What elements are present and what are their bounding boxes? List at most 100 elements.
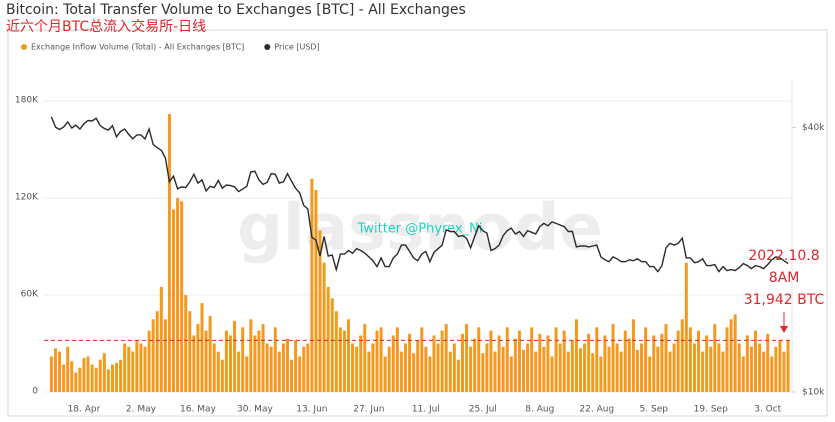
bar bbox=[241, 327, 245, 392]
bar bbox=[778, 340, 782, 392]
bar bbox=[330, 298, 334, 392]
bar bbox=[233, 320, 237, 392]
bar bbox=[314, 190, 318, 392]
bar bbox=[660, 333, 664, 392]
bar bbox=[216, 351, 220, 392]
annotation-text: 31,942 BTC bbox=[744, 292, 825, 308]
bar bbox=[619, 351, 623, 392]
bar bbox=[733, 314, 737, 392]
bar bbox=[102, 353, 106, 392]
x-tick-label: 16. May bbox=[180, 405, 216, 415]
bar bbox=[737, 343, 741, 392]
credit: Twitter @Phyrex_Ni bbox=[357, 222, 483, 237]
bar bbox=[688, 327, 692, 392]
x-tick-label: 19. Sep bbox=[694, 405, 728, 415]
bar bbox=[115, 362, 119, 392]
bar bbox=[49, 356, 53, 392]
bar bbox=[135, 340, 139, 392]
bar bbox=[220, 359, 224, 392]
price-line bbox=[50, 116, 789, 273]
bar bbox=[58, 351, 62, 392]
bar bbox=[770, 356, 774, 392]
bar bbox=[265, 343, 269, 392]
bar bbox=[355, 346, 359, 392]
bar bbox=[668, 351, 672, 392]
bar bbox=[672, 343, 676, 392]
bar bbox=[342, 330, 346, 392]
bar bbox=[367, 351, 371, 392]
bar bbox=[762, 351, 766, 392]
bar bbox=[729, 319, 733, 392]
bar bbox=[208, 316, 212, 392]
watermark: glassnode bbox=[237, 192, 603, 266]
bar bbox=[261, 324, 265, 392]
bar bbox=[416, 340, 420, 392]
legend-marker bbox=[264, 44, 271, 50]
annotation-arrowhead bbox=[780, 326, 788, 333]
bar bbox=[326, 286, 330, 392]
bar bbox=[517, 330, 521, 392]
bar bbox=[574, 319, 578, 392]
bar bbox=[347, 319, 351, 392]
bar bbox=[766, 333, 770, 392]
bar bbox=[595, 327, 599, 392]
bar bbox=[257, 330, 261, 392]
bar bbox=[493, 351, 497, 392]
bar bbox=[94, 367, 98, 392]
bar bbox=[469, 346, 473, 392]
bar bbox=[408, 333, 412, 392]
bar bbox=[599, 356, 603, 392]
bar bbox=[709, 346, 713, 392]
bar bbox=[428, 356, 432, 392]
bar bbox=[774, 346, 778, 392]
bar bbox=[298, 356, 302, 392]
bar bbox=[562, 330, 566, 392]
bar bbox=[363, 324, 367, 392]
bar bbox=[676, 330, 680, 392]
bar bbox=[721, 351, 725, 392]
bar bbox=[538, 333, 542, 392]
bar bbox=[371, 343, 375, 392]
bar bbox=[74, 372, 78, 392]
bar bbox=[318, 230, 322, 392]
bar bbox=[310, 178, 314, 392]
bar bbox=[139, 343, 143, 392]
bar bbox=[534, 351, 538, 392]
bar bbox=[387, 346, 391, 392]
bar bbox=[98, 359, 102, 392]
bar bbox=[192, 335, 196, 392]
bar bbox=[200, 303, 204, 392]
bar bbox=[294, 340, 298, 392]
bar bbox=[403, 343, 407, 392]
bar bbox=[269, 346, 273, 392]
bar bbox=[713, 324, 717, 392]
chart-title: Bitcoin: Total Transfer Volume to Exchan… bbox=[6, 2, 466, 18]
bar bbox=[391, 335, 395, 392]
bar bbox=[509, 356, 513, 392]
bar bbox=[546, 335, 550, 392]
bar bbox=[110, 364, 114, 392]
y-tick-label: 0 bbox=[32, 387, 38, 397]
bar bbox=[456, 359, 460, 392]
bar bbox=[615, 343, 619, 392]
bar bbox=[473, 338, 477, 392]
bar bbox=[90, 364, 94, 392]
bar bbox=[322, 262, 326, 392]
bar bbox=[70, 361, 74, 392]
bar bbox=[237, 351, 241, 392]
bar bbox=[611, 324, 615, 392]
bar bbox=[245, 356, 249, 392]
bar bbox=[501, 346, 505, 392]
bar bbox=[66, 346, 70, 392]
legend-label: Price [USD] bbox=[274, 43, 319, 52]
legend-marker bbox=[21, 44, 27, 50]
bar bbox=[697, 330, 701, 392]
annotation-text: 8AM bbox=[769, 270, 800, 286]
y2-tick-label: $10k bbox=[802, 388, 825, 398]
bar bbox=[460, 333, 464, 392]
bar bbox=[281, 343, 285, 392]
bar bbox=[196, 324, 200, 392]
bar bbox=[334, 311, 338, 392]
x-tick-label: 11. Jul bbox=[412, 405, 440, 415]
bar bbox=[253, 335, 257, 392]
